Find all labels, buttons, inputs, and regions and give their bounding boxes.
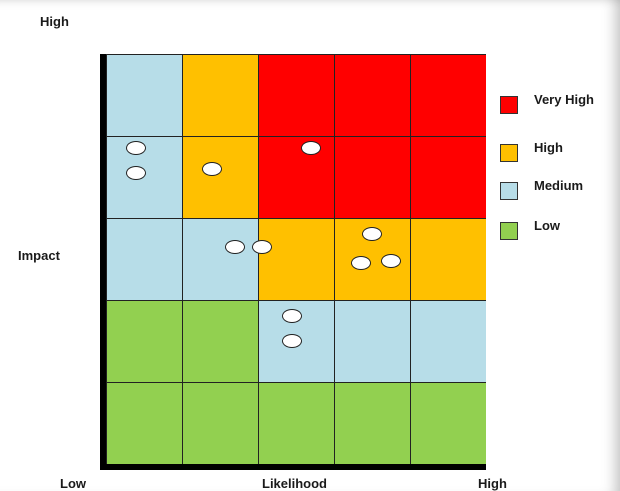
impact-axis-label: Impact: [18, 248, 60, 263]
matrix-cell-impact-1-likelihood-4: [334, 383, 410, 465]
matrix-cell-impact-2-likelihood-1: [106, 301, 182, 383]
matrix-cell-impact-4-likelihood-1: [106, 137, 182, 219]
risk-matrix-grid: [106, 54, 486, 465]
matrix-cell-impact-3-likelihood-5: [410, 219, 486, 301]
legend-label-medium: Medium: [534, 178, 584, 193]
matrix-cell-impact-4-likelihood-2: [182, 137, 258, 219]
matrix-cell-impact-3-likelihood-3: [258, 219, 334, 301]
legend-swatch-very-high: [500, 96, 518, 114]
matrix-cell-impact-1-likelihood-2: [182, 383, 258, 465]
impact-axis-line: [100, 54, 106, 470]
matrix-cell-impact-3-likelihood-2: [182, 219, 258, 301]
matrix-cell-impact-3-likelihood-4: [334, 219, 410, 301]
matrix-cell-impact-5-likelihood-3: [258, 55, 334, 137]
likelihood-low-label: Low: [60, 476, 86, 491]
likelihood-axis-label: Likelihood: [262, 476, 327, 491]
matrix-cell-impact-1-likelihood-3: [258, 383, 334, 465]
legend-item-medium: Medium: [500, 178, 604, 200]
matrix-cell-impact-1-likelihood-5: [410, 383, 486, 465]
legend-item-very-high: Very High: [500, 92, 604, 114]
legend-label-high: High: [534, 140, 563, 155]
matrix-cell-impact-5-likelihood-2: [182, 55, 258, 137]
matrix-cell-impact-1-likelihood-1: [106, 383, 182, 465]
legend-swatch-high: [500, 144, 518, 162]
legend-label-low: Low: [534, 218, 560, 233]
likelihood-axis-line: [100, 464, 486, 470]
matrix-cell-impact-4-likelihood-5: [410, 137, 486, 219]
matrix-cell-impact-5-likelihood-4: [334, 55, 410, 137]
matrix-cell-impact-2-likelihood-2: [182, 301, 258, 383]
likelihood-high-label: High: [478, 476, 507, 491]
matrix-cell-impact-2-likelihood-3: [258, 301, 334, 383]
matrix-cell-impact-2-likelihood-4: [334, 301, 410, 383]
legend-swatch-medium: [500, 182, 518, 200]
impact-high-label: High: [40, 14, 69, 29]
matrix-cell-impact-3-likelihood-1: [106, 219, 182, 301]
matrix-cell-impact-5-likelihood-5: [410, 55, 486, 137]
legend-item-low: Low: [500, 218, 604, 240]
legend-item-high: High: [500, 140, 604, 162]
legend-label-very-high: Very High: [534, 92, 594, 107]
legend-swatch-low: [500, 222, 518, 240]
matrix-cell-impact-4-likelihood-3: [258, 137, 334, 219]
matrix-cell-impact-5-likelihood-1: [106, 55, 182, 137]
matrix-cell-impact-4-likelihood-4: [334, 137, 410, 219]
matrix-cell-impact-2-likelihood-5: [410, 301, 486, 383]
